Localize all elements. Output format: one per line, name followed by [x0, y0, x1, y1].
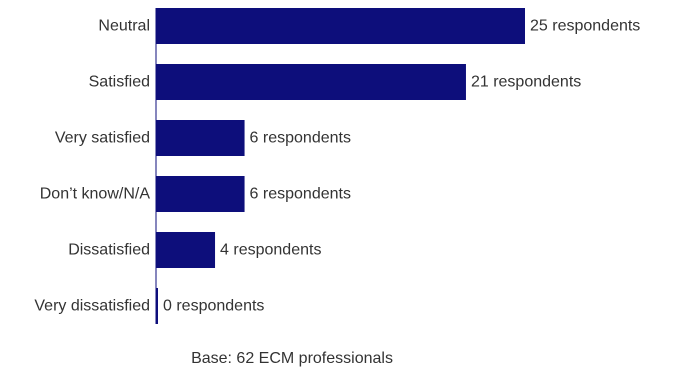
bar-neutral	[156, 8, 525, 44]
value-labels: 25 respondents 21 respondents 6 respondent…	[163, 18, 640, 315]
bar-dissatisfied	[156, 232, 216, 268]
bar-don-t-know-n-a	[156, 176, 245, 212]
bar-very-dissatisfied	[156, 288, 158, 324]
bar-satisfied	[156, 64, 466, 100]
value-label-dissatisfied: 4 respondents	[220, 242, 321, 259]
bar-very-satisfied	[156, 120, 245, 156]
value-label-very-satisfied: 6 respondents	[250, 130, 351, 147]
category-label-very-dissatisfied: Very dissatisfied	[34, 298, 150, 315]
category-label-very-satisfied: Very satisfied	[55, 130, 150, 147]
value-label-very-dissatisfied: 0 respondents	[163, 298, 264, 315]
base-note: Base: 62 ECM professionals	[191, 350, 393, 367]
value-label-neutral: 25 respondents	[530, 18, 640, 35]
category-labels: Neutral Satisfied Very satisfied Don’t know…	[34, 18, 150, 315]
category-label-satisfied: Satisfied	[89, 74, 150, 91]
category-label-dissatisfied: Dissatisfied	[68, 242, 150, 259]
value-label-satisfied: 21 respondents	[471, 74, 581, 91]
category-label-don-t-know-n-a: Don’t know/N/A	[40, 186, 151, 203]
category-label-neutral: Neutral	[98, 18, 150, 35]
value-label-don-t-know-n-a: 6 respondents	[250, 186, 351, 203]
bars-group	[156, 8, 525, 324]
